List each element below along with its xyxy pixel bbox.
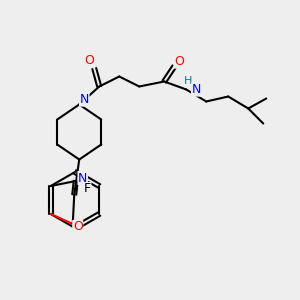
Text: N: N [78,172,87,184]
Text: O: O [84,54,94,67]
Text: F: F [84,182,91,196]
Text: N: N [80,93,89,106]
Text: N: N [192,83,201,96]
Text: O: O [73,220,83,233]
Text: H: H [184,76,192,86]
Text: O: O [174,55,184,68]
